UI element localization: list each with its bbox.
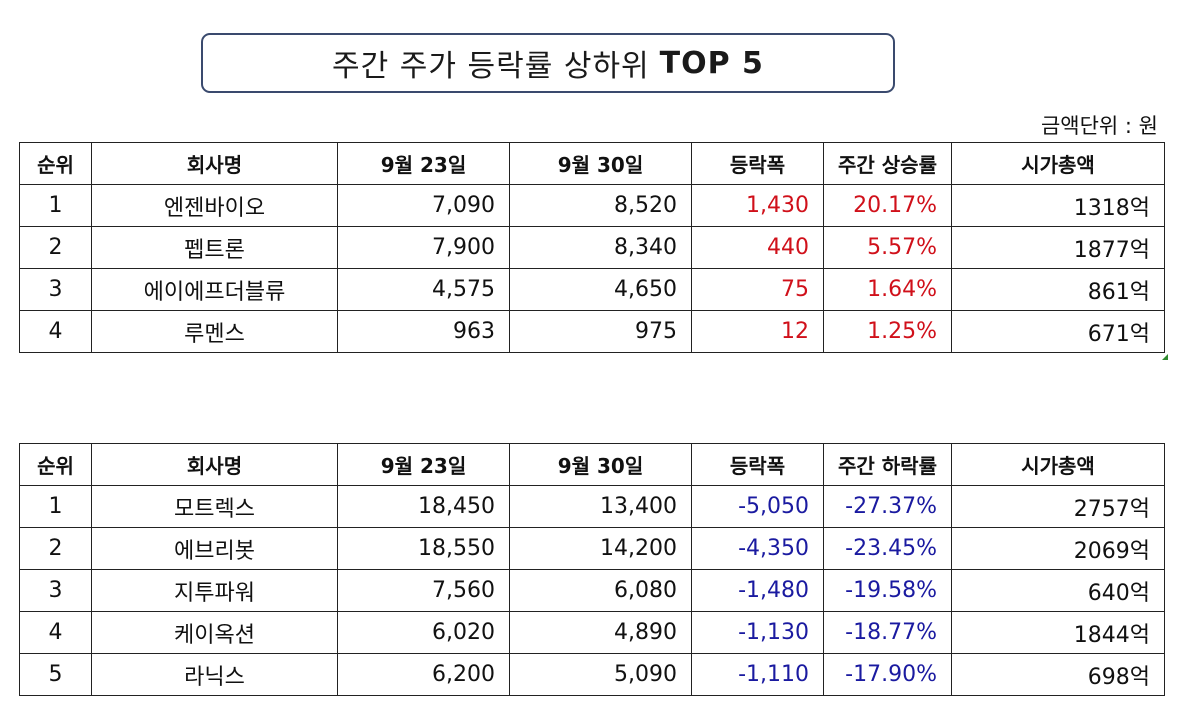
cell-sep30: 4,650 bbox=[509, 268, 692, 311]
cell-change: -1,110 bbox=[691, 653, 824, 696]
header-company: 회사명 bbox=[91, 142, 338, 185]
cell-rank: 4 bbox=[19, 310, 92, 353]
cell-rank: 3 bbox=[19, 268, 92, 311]
cell-sep23: 18,550 bbox=[337, 527, 510, 570]
table-header-row: 순위 회사명 9월 23일 9월 30일 등락폭 주간 하락률 시가총액 bbox=[19, 443, 1165, 486]
cell-sep30: 8,340 bbox=[509, 226, 692, 269]
top-gainers-table: 순위 회사명 9월 23일 9월 30일 등락폭 주간 상승률 시가총액 1 엔… bbox=[19, 142, 1165, 353]
cell-sep23: 6,200 bbox=[337, 653, 510, 696]
header-rank: 순위 bbox=[19, 443, 92, 486]
cell-cap: 861억 bbox=[951, 268, 1165, 311]
cell-sep30: 4,890 bbox=[509, 611, 692, 654]
cell-change: 440 bbox=[691, 226, 824, 269]
page-title: 주간 주가 등락률 상하위 TOP 5 bbox=[201, 33, 895, 93]
cell-corner-marker bbox=[1162, 354, 1168, 360]
table-row: 4 루멘스 963 975 12 1.25% 671억 bbox=[19, 310, 1165, 353]
cell-change: -5,050 bbox=[691, 485, 824, 528]
cell-company: 케이옥션 bbox=[91, 611, 338, 654]
cell-rank: 1 bbox=[19, 485, 92, 528]
cell-rate: 1.25% bbox=[823, 310, 952, 353]
header-rank: 순위 bbox=[19, 142, 92, 185]
cell-rank: 2 bbox=[19, 527, 92, 570]
cell-rank: 5 bbox=[19, 653, 92, 696]
cell-company: 모트렉스 bbox=[91, 485, 338, 528]
cell-sep30: 5,090 bbox=[509, 653, 692, 696]
cell-rank: 3 bbox=[19, 569, 92, 612]
cell-rate: -18.77% bbox=[823, 611, 952, 654]
cell-sep23: 4,575 bbox=[337, 268, 510, 311]
cell-sep30: 6,080 bbox=[509, 569, 692, 612]
cell-rate: 5.57% bbox=[823, 226, 952, 269]
cell-sep23: 963 bbox=[337, 310, 510, 353]
cell-company: 루멘스 bbox=[91, 310, 338, 353]
table-row: 4 케이옥션 6,020 4,890 -1,130 -18.77% 1844억 bbox=[19, 611, 1165, 654]
table-row: 1 모트렉스 18,450 13,400 -5,050 -27.37% 2757… bbox=[19, 485, 1165, 528]
cell-rank: 4 bbox=[19, 611, 92, 654]
header-sep23: 9월 23일 bbox=[337, 142, 510, 185]
table-row: 2 에브리봇 18,550 14,200 -4,350 -23.45% 2069… bbox=[19, 527, 1165, 570]
cell-cap: 1318억 bbox=[951, 184, 1165, 227]
table-row: 1 엔젠바이오 7,090 8,520 1,430 20.17% 1318억 bbox=[19, 184, 1165, 227]
cell-rate: -27.37% bbox=[823, 485, 952, 528]
header-change: 등락폭 bbox=[691, 142, 824, 185]
title-main: 주간 주가 등락률 상하위 bbox=[332, 49, 650, 84]
header-sep23: 9월 23일 bbox=[337, 443, 510, 486]
cell-sep23: 18,450 bbox=[337, 485, 510, 528]
cell-rank: 2 bbox=[19, 226, 92, 269]
cell-company: 펩트론 bbox=[91, 226, 338, 269]
table-row: 2 펩트론 7,900 8,340 440 5.57% 1877억 bbox=[19, 226, 1165, 269]
cell-cap: 2757억 bbox=[951, 485, 1165, 528]
cell-rate: 1.64% bbox=[823, 268, 952, 311]
cell-rate: 20.17% bbox=[823, 184, 952, 227]
header-cap: 시가총액 bbox=[951, 142, 1165, 185]
header-rate: 주간 상승률 bbox=[823, 142, 952, 185]
cell-rate: -17.90% bbox=[823, 653, 952, 696]
cell-cap: 1877억 bbox=[951, 226, 1165, 269]
title-highlight: TOP 5 bbox=[659, 45, 764, 81]
cell-sep30: 8,520 bbox=[509, 184, 692, 227]
cell-change: -1,130 bbox=[691, 611, 824, 654]
top-losers-table: 순위 회사명 9월 23일 9월 30일 등락폭 주간 하락률 시가총액 1 모… bbox=[19, 443, 1165, 696]
table-row: 5 라닉스 6,200 5,090 -1,110 -17.90% 698억 bbox=[19, 653, 1165, 696]
cell-sep23: 7,560 bbox=[337, 569, 510, 612]
cell-rank: 1 bbox=[19, 184, 92, 227]
cell-company: 라닉스 bbox=[91, 653, 338, 696]
header-change: 등락폭 bbox=[691, 443, 824, 486]
cell-sep23: 7,090 bbox=[337, 184, 510, 227]
header-rate: 주간 하락률 bbox=[823, 443, 952, 486]
cell-company: 에브리봇 bbox=[91, 527, 338, 570]
cell-sep30: 13,400 bbox=[509, 485, 692, 528]
header-company: 회사명 bbox=[91, 443, 338, 486]
header-sep30: 9월 30일 bbox=[509, 443, 692, 486]
cell-change: 75 bbox=[691, 268, 824, 311]
cell-change: 12 bbox=[691, 310, 824, 353]
unit-note: 금액단위 : 원 bbox=[1040, 114, 1158, 138]
cell-change: -4,350 bbox=[691, 527, 824, 570]
cell-company: 에이에프더블류 bbox=[91, 268, 338, 311]
table-header-row: 순위 회사명 9월 23일 9월 30일 등락폭 주간 상승률 시가총액 bbox=[19, 142, 1165, 185]
cell-sep23: 7,900 bbox=[337, 226, 510, 269]
cell-change: -1,480 bbox=[691, 569, 824, 612]
cell-company: 지투파워 bbox=[91, 569, 338, 612]
cell-sep30: 14,200 bbox=[509, 527, 692, 570]
cell-cap: 640억 bbox=[951, 569, 1165, 612]
cell-sep23: 6,020 bbox=[337, 611, 510, 654]
cell-cap: 2069억 bbox=[951, 527, 1165, 570]
cell-rate: -19.58% bbox=[823, 569, 952, 612]
cell-rate: -23.45% bbox=[823, 527, 952, 570]
cell-company: 엔젠바이오 bbox=[91, 184, 338, 227]
table-row: 3 에이에프더블류 4,575 4,650 75 1.64% 861억 bbox=[19, 268, 1165, 311]
header-cap: 시가총액 bbox=[951, 443, 1165, 486]
cell-cap: 698억 bbox=[951, 653, 1165, 696]
table-row: 3 지투파워 7,560 6,080 -1,480 -19.58% 640억 bbox=[19, 569, 1165, 612]
cell-cap: 1844억 bbox=[951, 611, 1165, 654]
cell-change: 1,430 bbox=[691, 184, 824, 227]
header-sep30: 9월 30일 bbox=[509, 142, 692, 185]
cell-sep30: 975 bbox=[509, 310, 692, 353]
cell-cap: 671억 bbox=[951, 310, 1165, 353]
